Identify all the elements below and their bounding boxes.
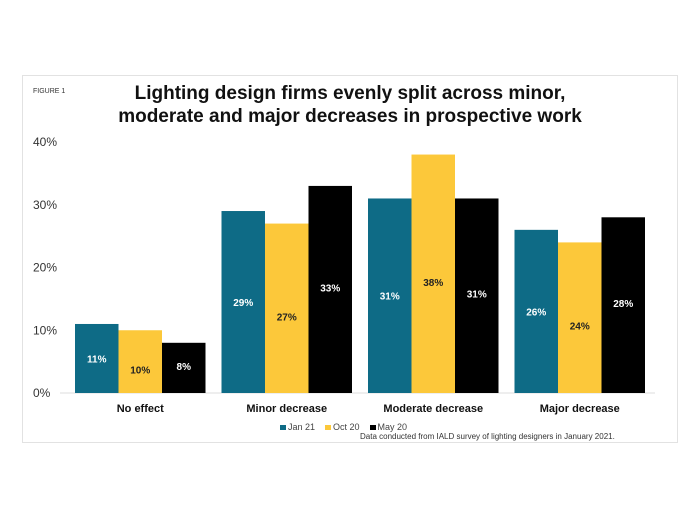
bar — [558, 242, 602, 393]
bar — [411, 154, 455, 393]
legend-item: Oct 20 — [325, 422, 360, 432]
data-label: 31% — [380, 292, 400, 303]
source-note: Data conducted from IALD survey of light… — [360, 432, 615, 441]
legend-label: May 20 — [377, 422, 408, 432]
data-label: 11% — [87, 354, 107, 365]
data-label: 26% — [526, 307, 546, 318]
bar — [601, 217, 645, 393]
chart-card — [22, 75, 678, 443]
legend-item: May 20 — [369, 422, 408, 432]
y-tick-label: 40% — [33, 135, 57, 149]
data-label: 27% — [277, 312, 297, 323]
bar — [265, 223, 309, 393]
category-label: Moderate decrease — [383, 403, 483, 415]
legend: Jan 21 Oct 20 May 20 — [280, 422, 417, 432]
bar — [308, 185, 352, 393]
bar — [118, 330, 162, 393]
y-tick-label: 10% — [33, 323, 57, 337]
bar — [368, 198, 412, 393]
data-label: 24% — [570, 322, 590, 333]
data-label: 29% — [233, 298, 253, 309]
bar — [455, 198, 499, 393]
category-label: Major decrease — [540, 403, 620, 415]
bar — [221, 211, 265, 393]
legend-swatch — [325, 425, 332, 430]
data-label: 10% — [130, 366, 150, 377]
data-label: 28% — [613, 299, 633, 310]
data-label: 38% — [423, 278, 443, 289]
figure-label: FIGURE 1 — [33, 88, 66, 95]
legend-item: Jan 21 — [280, 422, 315, 432]
data-label: 31% — [467, 290, 487, 301]
legend-label: Jan 21 — [288, 422, 316, 432]
data-label: 33% — [320, 283, 340, 294]
y-tick-label: 0% — [33, 386, 51, 400]
category-label: Minor decrease — [246, 403, 327, 415]
bar — [162, 342, 206, 393]
bar — [514, 229, 558, 393]
y-tick-label: 30% — [33, 198, 57, 212]
data-label: 8% — [177, 362, 192, 373]
chart-title: Lighting design firms evenly split acros… — [118, 83, 582, 127]
legend-swatch — [280, 425, 286, 430]
bar — [75, 323, 119, 393]
legend-swatch — [369, 425, 376, 430]
y-tick-label: 20% — [33, 261, 57, 275]
legend-label: Oct 20 — [333, 422, 360, 432]
category-label: No effect — [117, 403, 164, 415]
